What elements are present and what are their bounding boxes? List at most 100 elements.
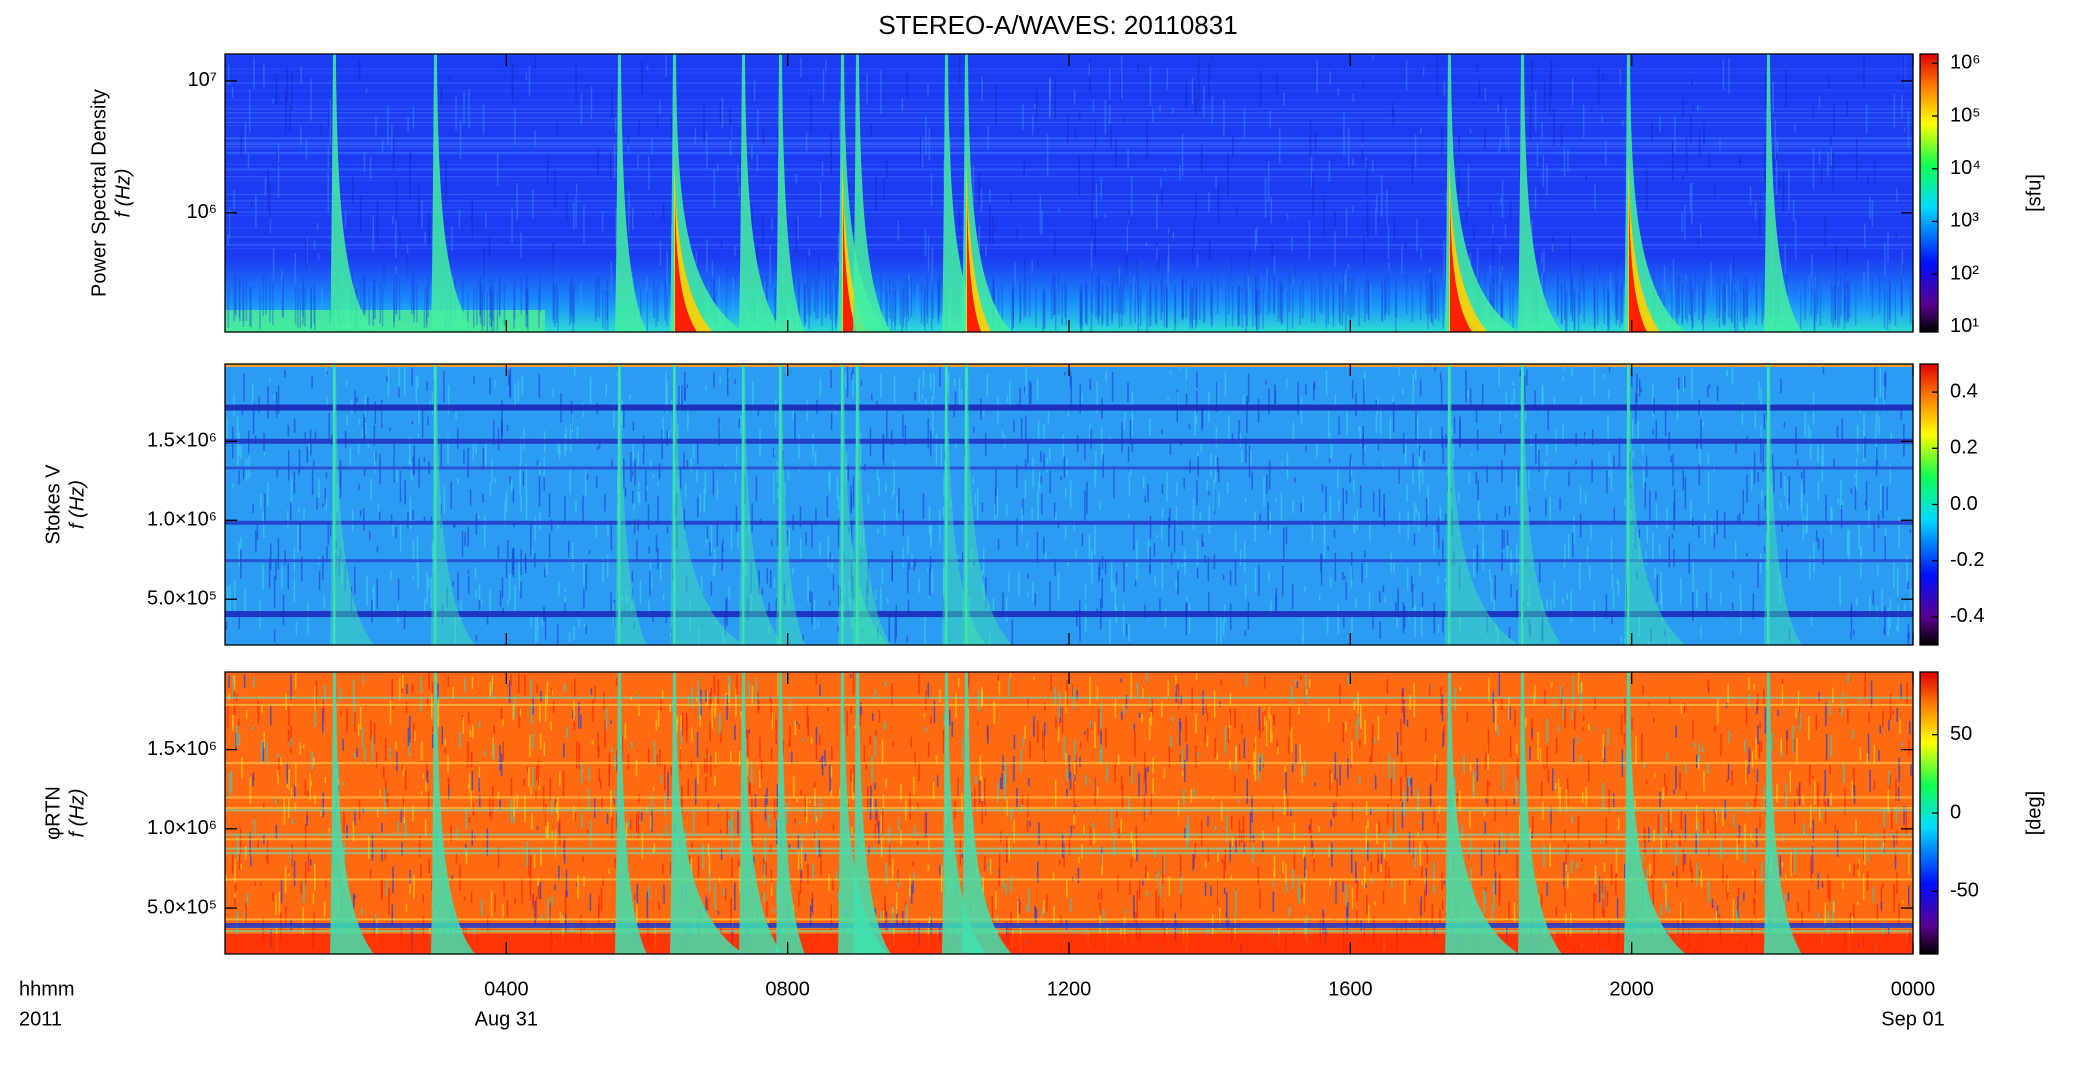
texture bbox=[871, 755, 873, 783]
texture bbox=[745, 729, 748, 738]
texture bbox=[1498, 877, 1501, 906]
texture bbox=[1665, 785, 1668, 796]
texture bbox=[225, 204, 1913, 206]
texture bbox=[1142, 878, 1144, 886]
texture bbox=[1588, 566, 1591, 581]
texture bbox=[1571, 367, 1573, 376]
texture bbox=[1593, 273, 1595, 314]
texture bbox=[1061, 706, 1064, 734]
texture bbox=[1073, 780, 1075, 800]
texture bbox=[233, 684, 236, 701]
texture bbox=[297, 287, 299, 328]
texture bbox=[287, 425, 290, 437]
texture bbox=[580, 94, 583, 126]
texture bbox=[1509, 705, 1511, 721]
texture bbox=[1873, 524, 1875, 552]
texture bbox=[1797, 690, 1800, 713]
texture bbox=[225, 163, 1913, 166]
texture bbox=[499, 799, 501, 811]
texture bbox=[1724, 285, 1726, 326]
texture bbox=[1389, 417, 1392, 440]
texture bbox=[1620, 713, 1623, 735]
texture bbox=[836, 477, 839, 500]
texture bbox=[770, 747, 773, 761]
texture bbox=[1249, 833, 1252, 841]
texture bbox=[1794, 124, 1797, 133]
texture bbox=[755, 677, 757, 706]
texture bbox=[1509, 201, 1512, 219]
texture bbox=[1779, 855, 1782, 877]
texture bbox=[1516, 758, 1519, 781]
texture bbox=[1362, 235, 1365, 266]
texture bbox=[1066, 788, 1068, 797]
texture bbox=[1883, 807, 1886, 830]
texture bbox=[426, 284, 428, 325]
texture bbox=[520, 581, 522, 599]
texture bbox=[426, 761, 428, 778]
texture bbox=[1180, 695, 1183, 707]
texture bbox=[225, 68, 1913, 70]
texture bbox=[1039, 194, 1042, 235]
texture bbox=[1511, 832, 1513, 842]
texture bbox=[336, 482, 338, 513]
texture bbox=[1439, 909, 1441, 924]
texture bbox=[1285, 378, 1288, 389]
texture bbox=[1881, 840, 1883, 854]
texture bbox=[225, 137, 1913, 139]
texture bbox=[1862, 874, 1865, 901]
texture bbox=[1858, 858, 1860, 878]
texture bbox=[705, 689, 707, 703]
texture bbox=[1879, 725, 1881, 734]
texture bbox=[962, 620, 965, 643]
texture bbox=[665, 54, 667, 78]
texture bbox=[729, 124, 732, 157]
texture bbox=[272, 99, 274, 104]
texture bbox=[819, 758, 821, 763]
texture bbox=[489, 377, 491, 395]
texture bbox=[417, 433, 420, 438]
texture bbox=[652, 475, 655, 479]
texture bbox=[306, 238, 308, 263]
texture bbox=[1195, 192, 1198, 220]
texture bbox=[1442, 436, 1445, 464]
burst bbox=[776, 364, 805, 645]
texture bbox=[346, 825, 348, 839]
texture bbox=[1089, 378, 1092, 390]
texture bbox=[493, 290, 495, 331]
burst bbox=[675, 193, 698, 332]
texture bbox=[610, 524, 613, 551]
texture bbox=[1553, 580, 1556, 608]
texture bbox=[928, 568, 931, 596]
texture bbox=[489, 482, 492, 496]
texture bbox=[307, 851, 310, 872]
texture bbox=[1902, 900, 1904, 904]
texture bbox=[1189, 459, 1191, 473]
texture bbox=[1681, 283, 1684, 324]
texture bbox=[225, 611, 1913, 618]
texture bbox=[1778, 179, 1781, 188]
texture bbox=[234, 858, 236, 884]
texture bbox=[578, 619, 581, 627]
texture bbox=[1199, 104, 1201, 111]
texture bbox=[1099, 749, 1102, 764]
texture bbox=[687, 404, 689, 430]
texture bbox=[526, 841, 529, 868]
texture bbox=[1549, 71, 1551, 114]
texture bbox=[927, 920, 930, 948]
texture bbox=[1495, 705, 1497, 731]
texture bbox=[628, 597, 630, 602]
texture bbox=[1224, 371, 1227, 398]
texture bbox=[398, 280, 401, 321]
texture bbox=[819, 542, 821, 556]
texture bbox=[1495, 702, 1497, 712]
texture bbox=[447, 435, 449, 465]
texture bbox=[918, 922, 920, 946]
texture bbox=[1070, 825, 1073, 837]
texture bbox=[610, 591, 612, 612]
texture bbox=[1882, 882, 1884, 888]
texture bbox=[1412, 583, 1414, 609]
texture bbox=[730, 898, 732, 926]
texture bbox=[1329, 432, 1331, 458]
texture bbox=[722, 631, 724, 645]
texture bbox=[545, 803, 547, 829]
